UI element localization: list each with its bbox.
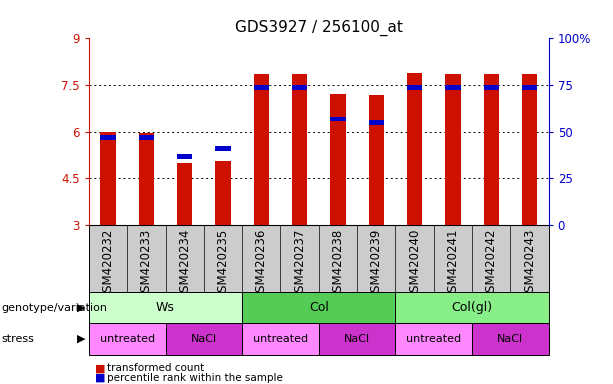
Text: ■: ■ <box>95 373 105 383</box>
Bar <box>330 94 346 225</box>
Bar <box>368 120 384 125</box>
Bar <box>407 73 422 225</box>
Bar <box>445 74 460 225</box>
Text: NaCl: NaCl <box>344 334 370 344</box>
Bar <box>101 135 116 140</box>
Text: stress: stress <box>1 334 34 344</box>
Bar <box>484 85 499 89</box>
Bar <box>292 74 307 225</box>
Text: Col: Col <box>309 301 329 314</box>
Bar <box>215 161 230 225</box>
Bar <box>101 132 116 225</box>
Text: NaCl: NaCl <box>497 334 524 344</box>
Bar <box>139 135 154 140</box>
Text: genotype/variation: genotype/variation <box>1 303 107 313</box>
Text: untreated: untreated <box>406 334 461 344</box>
Bar <box>177 162 192 225</box>
Bar <box>368 95 384 225</box>
Bar <box>445 85 460 89</box>
Text: transformed count: transformed count <box>107 363 205 373</box>
Bar <box>292 85 307 89</box>
Bar <box>215 146 230 151</box>
Text: ▶: ▶ <box>77 303 86 313</box>
Text: NaCl: NaCl <box>191 334 217 344</box>
Text: ▶: ▶ <box>77 334 86 344</box>
Bar <box>177 154 192 159</box>
Text: untreated: untreated <box>100 334 154 344</box>
Text: untreated: untreated <box>253 334 308 344</box>
Bar <box>484 74 499 225</box>
Text: Col(gl): Col(gl) <box>451 301 493 314</box>
Bar <box>522 74 537 225</box>
Bar <box>254 85 269 89</box>
Bar <box>139 133 154 225</box>
Text: percentile rank within the sample: percentile rank within the sample <box>107 373 283 383</box>
Title: GDS3927 / 256100_at: GDS3927 / 256100_at <box>235 20 403 36</box>
Text: ■: ■ <box>95 363 105 373</box>
Bar <box>254 74 269 225</box>
Bar <box>522 85 537 89</box>
Bar <box>407 85 422 89</box>
Bar <box>330 117 346 121</box>
Text: Ws: Ws <box>156 301 175 314</box>
